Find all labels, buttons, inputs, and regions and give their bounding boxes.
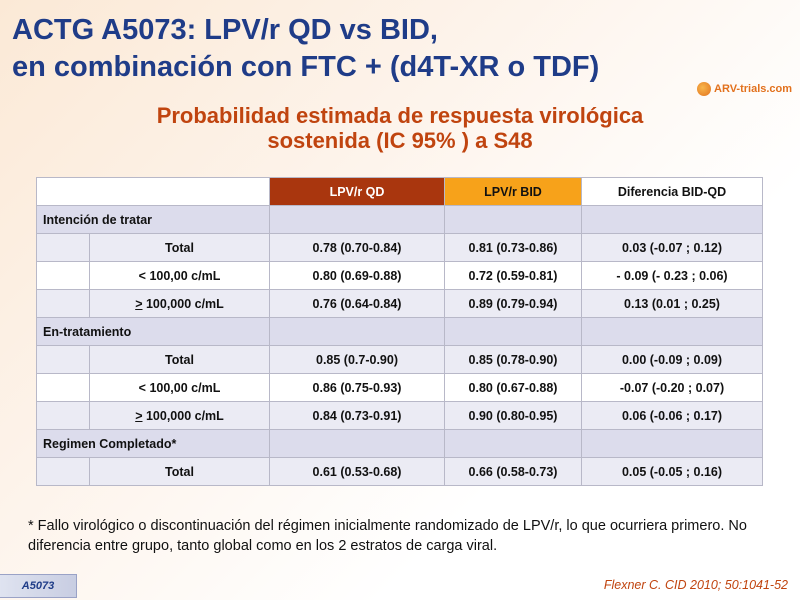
group-empty-cell (444, 205, 582, 234)
logo-globe-icon (697, 82, 711, 96)
logo-text: ARV-trials.com (714, 83, 793, 95)
cell-qd: 0.61 (0.53-0.68) (269, 457, 445, 486)
cell-diff: 0.05 (-0.05 ; 0.16) (581, 457, 763, 486)
row-label: Total (89, 457, 270, 486)
row-label-text: < 100,00 c/mL (138, 268, 221, 283)
slide-subtitle: Probabilidad estimada de respuesta virol… (60, 103, 740, 153)
table-header-row: LPV/r QD LPV/r BID Diferencia BID-QD (36, 177, 763, 206)
row-label-text: Total (165, 240, 194, 255)
footnote: * Fallo virológico o discontinuación del… (28, 518, 747, 554)
group-empty-cell (269, 429, 445, 458)
row-label: Total (89, 345, 270, 374)
group-label: Intención de tratar (36, 205, 270, 234)
subtitle-line-1: Probabilidad estimada de respuesta virol… (156, 103, 644, 128)
group-empty-cell (269, 317, 445, 346)
row-label: < 100,00 c/mL (89, 373, 270, 402)
cell-bid: 0.90 (0.80-0.95) (444, 401, 582, 430)
header-lpv-bid: LPV/r BID (444, 177, 582, 206)
cell-diff: 0.00 (-0.09 ; 0.09) (581, 345, 763, 374)
group-empty-cell (581, 317, 763, 346)
cell-diff: 0.03 (-0.07 ; 0.12) (581, 233, 763, 262)
table-row: > 100,000 c/mL 0.84 (0.73-0.91) 0.90 (0.80… (36, 401, 763, 430)
row-label: > 100,000 c/mL (89, 289, 270, 318)
header-lpv-qd: LPV/r QD (269, 177, 445, 206)
row-label-prefix: > (135, 296, 143, 311)
indent-cell (36, 261, 90, 290)
cell-bid: 0.85 (0.78-0.90) (444, 345, 582, 374)
group-empty-cell (581, 429, 763, 458)
table-row: < 100,00 c/mL 0.86 (0.75-0.93) 0.80 (0.67-… (36, 373, 763, 402)
cell-qd: 0.86 (0.75-0.93) (269, 373, 445, 402)
table-row: Total 0.85 (0.7-0.90) 0.85 (0.78-0.90) 0.00… (36, 345, 763, 374)
cell-qd: 0.84 (0.73-0.91) (269, 401, 445, 430)
citation: Flexner C. CID 2010; 50:1041-52 (603, 578, 788, 592)
row-label-text: < 100,00 c/mL (138, 380, 221, 395)
indent-cell (36, 233, 90, 262)
cell-qd: 0.80 (0.69-0.88) (269, 261, 445, 290)
row-label-prefix: > (135, 408, 143, 423)
header-difference: Diferencia BID-QD (581, 177, 763, 206)
results-table: LPV/r QD LPV/r BID Diferencia BID-QD Int… (36, 177, 763, 486)
indent-cell (36, 345, 90, 374)
group-row: Regimen Completado* (36, 429, 763, 458)
results-table-container: LPV/r QD LPV/r BID Diferencia BID-QD Int… (36, 177, 763, 486)
cell-qd: 0.76 (0.64-0.84) (269, 289, 445, 318)
group-empty-cell (269, 205, 445, 234)
table-body: Intención de tratar Total 0.78 (0.70-0.84)… (36, 205, 763, 486)
group-label: Regimen Completado* (36, 429, 270, 458)
row-label-text: 100,000 c/mL (142, 408, 224, 423)
slide-title-line-1: ACTG A5073: LPV/r QD vs BID, (12, 14, 438, 46)
row-label: > 100,000 c/mL (89, 401, 270, 430)
row-label-text: Total (165, 352, 194, 367)
slide-title: ACTG A5073: LPV/r QD vs BID, en combinac… (12, 12, 652, 86)
indent-cell (36, 373, 90, 402)
indent-cell (36, 401, 90, 430)
group-label: En-tratamiento (36, 317, 270, 346)
cell-bid: 0.89 (0.79-0.94) (444, 289, 582, 318)
indent-cell (36, 289, 90, 318)
row-label: < 100,00 c/mL (89, 261, 270, 290)
group-row: En-tratamiento (36, 317, 763, 346)
group-row: Intención de tratar (36, 205, 763, 234)
subtitle-line-2: sostenida (IC 95% ) a S48 (267, 128, 533, 153)
cell-bid: 0.72 (0.59-0.81) (444, 261, 582, 290)
cell-diff: - 0.09 (- 0.23 ; 0.06) (581, 261, 763, 290)
table-row: < 100,00 c/mL 0.80 (0.69-0.88) 0.72 (0.59-… (36, 261, 763, 290)
cell-bid: 0.80 (0.67-0.88) (444, 373, 582, 402)
group-empty-cell (444, 429, 582, 458)
cell-diff: -0.07 (-0.20 ; 0.07) (581, 373, 763, 402)
table-row: > 100,000 c/mL 0.76 (0.64-0.84) 0.89 (0.79… (36, 289, 763, 318)
slide-title-line-2: en combinación con FTC + (d4T-XR o TDF) (12, 51, 600, 83)
cell-qd: 0.78 (0.70-0.84) (269, 233, 445, 262)
group-empty-cell (581, 205, 763, 234)
cell-bid: 0.66 (0.58-0.73) (444, 457, 582, 486)
row-label-text: 100,000 c/mL (142, 296, 224, 311)
table-row: Total 0.61 (0.53-0.68) 0.66 (0.58-0.73) 0.0… (36, 457, 763, 486)
header-blank-cell (36, 177, 270, 206)
table-row: Total 0.78 (0.70-0.84) 0.81 (0.73-0.86) 0.0… (36, 233, 763, 262)
arv-trials-logo: ARV-trials.com (697, 78, 792, 100)
cell-diff: 0.13 (0.01 ; 0.25) (581, 289, 763, 318)
group-empty-cell (444, 317, 582, 346)
study-badge: A5073 (0, 574, 77, 598)
row-label: Total (89, 233, 270, 262)
cell-bid: 0.81 (0.73-0.86) (444, 233, 582, 262)
row-label-text: Total (165, 464, 194, 479)
cell-qd: 0.85 (0.7-0.90) (269, 345, 445, 374)
indent-cell (36, 457, 90, 486)
cell-diff: 0.06 (-0.06 ; 0.17) (581, 401, 763, 430)
